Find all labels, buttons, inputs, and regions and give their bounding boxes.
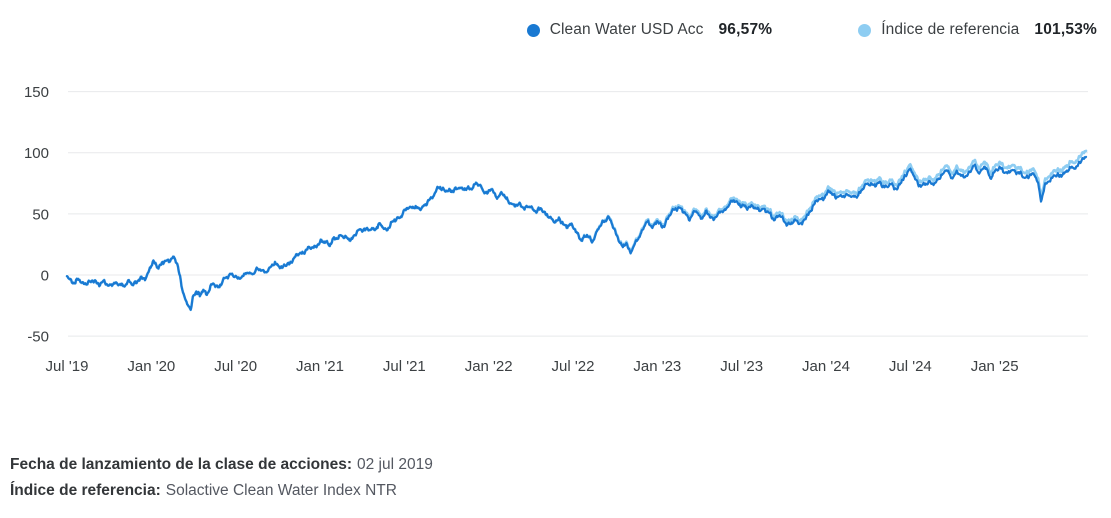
benchmark-series-label: Índice de referencia xyxy=(881,21,1020,38)
gridlines xyxy=(68,91,1088,337)
chart-legend: Clean Water USD Acc 96,57% Índice de ref… xyxy=(526,21,1097,39)
y-tick-label: -50 xyxy=(27,329,49,346)
fund-series-dot-icon xyxy=(526,23,540,37)
footnotes: Fecha de lanzamiento de la clase de acci… xyxy=(10,452,433,504)
y-tick-label: 150 xyxy=(24,84,49,101)
x-tick-label: Jan '25 xyxy=(971,358,1019,375)
legend-item-fund[interactable]: Clean Water USD Acc 96,57% xyxy=(526,21,773,39)
x-tick-label: Jul '22 xyxy=(552,358,595,375)
x-tick-label: Jan '22 xyxy=(465,358,513,375)
y-axis-labels: 150 100 50 0 -50 xyxy=(24,84,49,346)
legend-item-benchmark[interactable]: Índice de referencia 101,53% xyxy=(858,21,1097,39)
x-tick-label: Jul '24 xyxy=(889,358,932,375)
y-tick-label: 100 xyxy=(24,145,49,162)
fund-series-label: Clean Water USD Acc xyxy=(549,21,704,38)
benchmark-series-dot-icon xyxy=(858,23,872,37)
x-axis-labels: Jul '19 Jan '20 Jul '20 Jan '21 Jul '21 Jan '… xyxy=(46,358,1019,375)
x-tick-label: Jan '21 xyxy=(296,358,344,375)
x-tick-label: Jul '19 xyxy=(46,358,89,375)
benchmark-name-row: Índice de referencia: Solactive Clean Wat… xyxy=(10,478,433,504)
launch-date-label: Fecha de lanzamiento de la clase de acci… xyxy=(10,456,352,473)
x-tick-label: Jul '20 xyxy=(214,358,257,375)
x-tick-label: Jan '24 xyxy=(802,358,850,375)
launch-date-value: 02 jul 2019 xyxy=(357,456,433,473)
fund-series-value: 96,57% xyxy=(718,21,773,38)
x-tick-label: Jan '20 xyxy=(127,358,175,375)
x-tick-label: Jul '23 xyxy=(720,358,763,375)
x-tick-label: Jan '23 xyxy=(633,358,681,375)
performance-chart[interactable]: 150 100 50 0 -50 Jul '19 Jan '20 Jul '20 Jan '2… xyxy=(0,0,1111,400)
launch-date-row: Fecha de lanzamiento de la clase de acci… xyxy=(10,452,433,478)
benchmark-name-value: Solactive Clean Water Index NTR xyxy=(165,482,397,499)
x-tick-label: Jul '21 xyxy=(383,358,426,375)
y-tick-label: 50 xyxy=(32,206,49,223)
fund-line xyxy=(65,155,1088,311)
benchmark-series-value: 101,53% xyxy=(1034,21,1097,38)
y-tick-label: 0 xyxy=(41,268,49,285)
benchmark-name-label: Índice de referencia: xyxy=(10,482,161,499)
